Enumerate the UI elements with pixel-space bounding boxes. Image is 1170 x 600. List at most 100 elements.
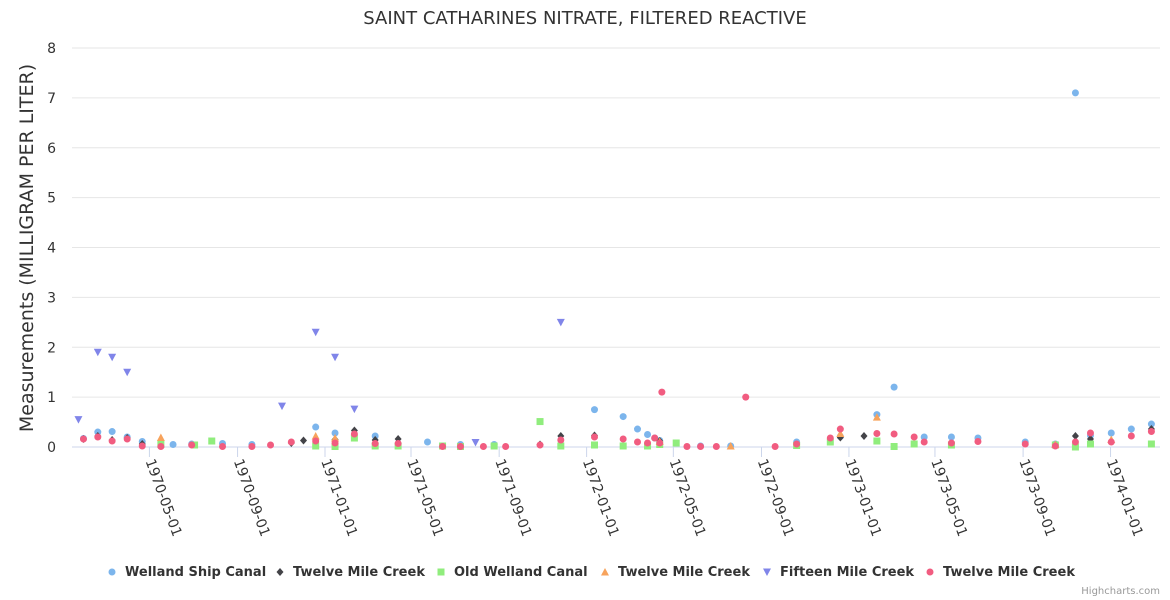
data-point[interactable]: [590, 433, 598, 441]
data-point[interactable]: [312, 423, 320, 431]
data-point[interactable]: [423, 438, 431, 446]
data-point[interactable]: [1147, 440, 1155, 448]
data-point[interactable]: [683, 443, 691, 451]
data-point[interactable]: [726, 442, 735, 450]
data-point[interactable]: [74, 416, 83, 424]
data-point[interactable]: [619, 435, 627, 443]
data-point[interactable]: [93, 348, 102, 357]
data-point[interactable]: [157, 443, 165, 451]
data-point[interactable]: [590, 406, 598, 414]
data-point[interactable]: [1071, 89, 1079, 97]
data-point[interactable]: [619, 413, 627, 421]
data-point[interactable]: [836, 425, 844, 433]
data-point[interactable]: [79, 435, 87, 443]
data-point[interactable]: [1021, 440, 1029, 448]
legend-item[interactable]: Old Welland Canal: [437, 565, 588, 580]
legend-item[interactable]: Twelve Mile Creek: [276, 565, 426, 580]
data-point[interactable]: [873, 430, 881, 438]
data-point[interactable]: [793, 440, 801, 448]
data-point[interactable]: [742, 393, 750, 401]
data-point[interactable]: [169, 441, 177, 449]
data-point[interactable]: [920, 433, 928, 441]
data-point[interactable]: [872, 413, 881, 421]
data-point[interactable]: [556, 318, 565, 327]
data-point[interactable]: [208, 437, 216, 445]
data-point[interactable]: [672, 439, 680, 447]
data-point[interactable]: [188, 441, 196, 449]
data-point[interactable]: [1051, 442, 1059, 450]
legend-marker[interactable]: [926, 568, 934, 576]
data-point[interactable]: [123, 368, 132, 377]
data-point[interactable]: [248, 443, 256, 451]
data-point[interactable]: [331, 439, 339, 447]
legend-marker[interactable]: [601, 568, 609, 576]
data-point[interactable]: [1127, 432, 1135, 440]
data-point[interactable]: [490, 442, 498, 450]
legend-marker[interactable]: [108, 568, 116, 576]
data-point[interactable]: [590, 441, 598, 449]
data-point[interactable]: [287, 438, 295, 446]
data-point[interactable]: [439, 443, 447, 451]
data-point[interactable]: [300, 436, 308, 445]
data-point[interactable]: [479, 443, 487, 451]
data-point[interactable]: [1127, 425, 1135, 433]
data-point[interactable]: [651, 434, 659, 442]
data-point[interactable]: [311, 432, 320, 440]
data-point[interactable]: [1086, 429, 1094, 437]
data-point[interactable]: [108, 428, 116, 436]
legend-item[interactable]: Fifteen Mile Creek: [763, 565, 914, 580]
data-point[interactable]: [712, 443, 720, 451]
credits-link[interactable]: Highcharts.com: [1081, 586, 1160, 597]
data-point[interactable]: [873, 437, 881, 445]
data-point[interactable]: [456, 443, 464, 451]
legend-marker[interactable]: [437, 568, 445, 576]
data-point[interactable]: [910, 440, 918, 448]
data-point[interactable]: [910, 433, 918, 441]
legend-item[interactable]: Twelve Mile Creek: [601, 565, 750, 580]
data-point[interactable]: [502, 443, 510, 451]
data-point[interactable]: [331, 353, 340, 362]
data-point[interactable]: [644, 439, 652, 447]
data-point[interactable]: [557, 442, 565, 450]
data-point[interactable]: [860, 432, 868, 441]
data-point[interactable]: [471, 439, 480, 447]
data-point[interactable]: [1147, 428, 1155, 436]
data-point[interactable]: [947, 433, 955, 441]
data-point[interactable]: [1071, 438, 1079, 446]
data-point[interactable]: [634, 438, 642, 446]
data-point[interactable]: [267, 441, 275, 449]
data-point[interactable]: [644, 431, 652, 439]
data-point[interactable]: [1107, 438, 1115, 446]
data-point[interactable]: [108, 437, 116, 445]
data-point[interactable]: [974, 438, 982, 446]
data-point[interactable]: [1086, 440, 1094, 448]
data-point[interactable]: [826, 434, 834, 442]
data-point[interactable]: [536, 441, 544, 449]
data-point[interactable]: [890, 383, 898, 391]
legend-marker[interactable]: [276, 568, 284, 576]
legend-item[interactable]: Welland Ship Canal: [108, 565, 267, 580]
data-point[interactable]: [219, 443, 227, 451]
data-point[interactable]: [123, 435, 131, 443]
data-point[interactable]: [138, 442, 146, 450]
data-point[interactable]: [536, 418, 544, 426]
data-point[interactable]: [890, 430, 898, 438]
data-point[interactable]: [619, 442, 627, 450]
data-point[interactable]: [312, 437, 320, 445]
data-point[interactable]: [350, 430, 358, 438]
data-point[interactable]: [278, 402, 287, 411]
data-point[interactable]: [331, 429, 339, 437]
data-point[interactable]: [108, 353, 117, 362]
data-point[interactable]: [697, 443, 705, 451]
data-point[interactable]: [1107, 429, 1115, 437]
data-point[interactable]: [1147, 420, 1155, 428]
data-point[interactable]: [947, 439, 955, 447]
data-point[interactable]: [350, 405, 359, 414]
data-point[interactable]: [890, 443, 898, 451]
data-point[interactable]: [312, 442, 320, 450]
legend-item[interactable]: Twelve Mile Creek: [926, 565, 1076, 580]
data-point[interactable]: [557, 436, 565, 444]
data-point[interactable]: [658, 388, 666, 396]
data-point[interactable]: [826, 438, 834, 446]
data-point[interactable]: [836, 429, 845, 438]
